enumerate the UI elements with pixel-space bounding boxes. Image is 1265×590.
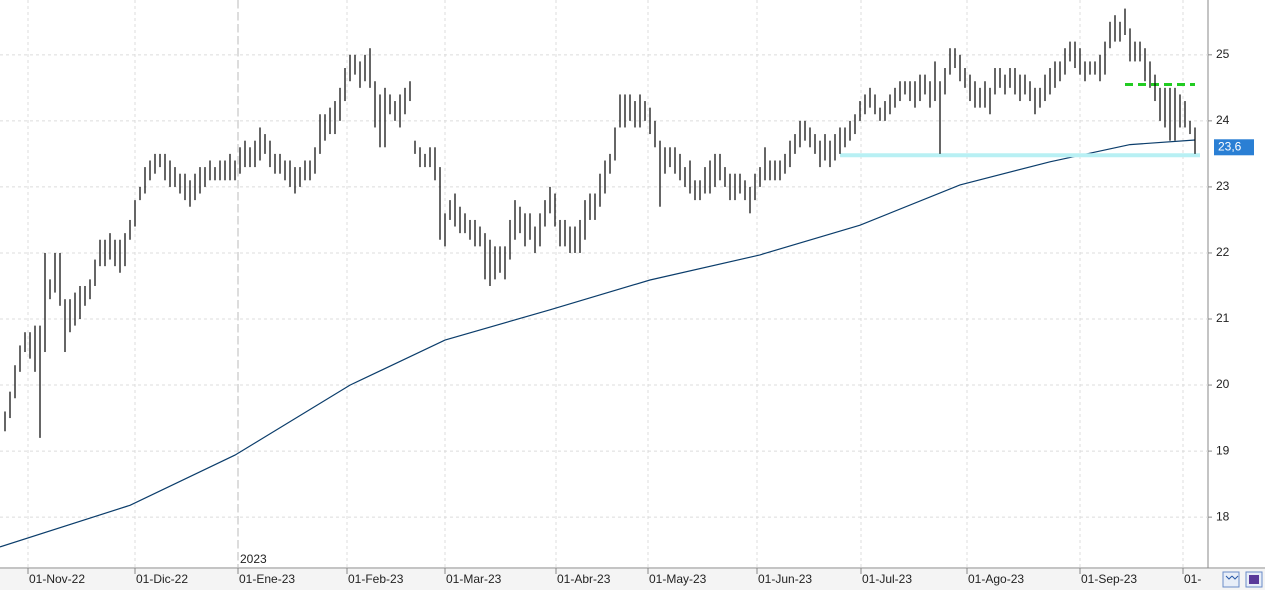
year-label: 2023 <box>240 552 267 566</box>
y-tick-label: 18 <box>1216 509 1230 523</box>
plot-area <box>0 8 1200 548</box>
x-tick-label: 01-Abr-23 <box>557 572 611 586</box>
grid <box>0 0 1208 568</box>
axes: 18 19 20 21 22 23 24 25 01-Nov-22 01-Dic-22 01-Ene… <box>27 47 1254 586</box>
x-tick-label: 01-Jun-23 <box>758 572 812 586</box>
x-tick-label: 01-Ene-23 <box>239 572 295 586</box>
save-icon <box>1249 575 1259 584</box>
zoom-button[interactable] <box>1222 571 1240 588</box>
y-tick-label: 20 <box>1216 377 1230 391</box>
y-tick-label: 25 <box>1216 47 1230 61</box>
y-tick-label: 24 <box>1216 113 1230 127</box>
x-tick-label: 01-Sep-23 <box>1081 572 1137 586</box>
x-tick-label: 01- <box>1184 572 1201 586</box>
toolbar-icons <box>1222 571 1263 588</box>
last-price-label: 23,6 <box>1218 139 1242 153</box>
x-tick-label: 01-May-23 <box>649 572 707 586</box>
x-tick-label: 01-Dic-22 <box>136 572 188 586</box>
y-tick-label: 19 <box>1216 443 1230 457</box>
y-tick-label: 21 <box>1216 311 1230 325</box>
x-tick-label: 01-Ago-23 <box>968 572 1024 586</box>
x-tick-label: 01-Mar-23 <box>446 572 502 586</box>
x-axis-strip <box>0 569 1265 590</box>
y-tick-label: 23 <box>1216 179 1230 193</box>
y-tick-label: 22 <box>1216 245 1230 259</box>
x-tick-label: 01-Jul-23 <box>862 572 912 586</box>
moving-average <box>0 139 1196 548</box>
zoom-icon <box>1225 575 1239 580</box>
x-tick-label: 01-Nov-22 <box>29 572 85 586</box>
last-price-box <box>1214 139 1254 156</box>
x-tick-label: 01-Feb-23 <box>348 572 404 586</box>
